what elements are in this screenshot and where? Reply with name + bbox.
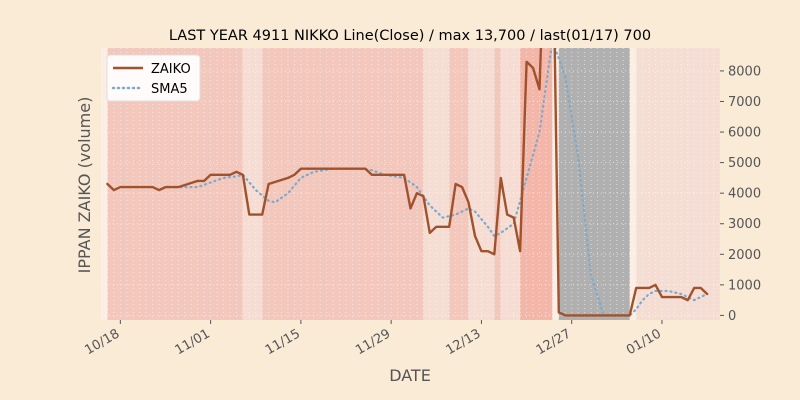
shaded-band-11 <box>649 48 720 320</box>
shaded-band-4 <box>449 48 469 320</box>
plot-area: 0 1000 2000 3000 4000 5000 6000 7000 8000 10/18 11… <box>82 48 761 358</box>
y-tick-label: 1000 <box>728 278 761 293</box>
y-tick-label: 0 <box>728 309 736 324</box>
y-tick-label: 3000 <box>728 217 761 232</box>
series-line-zaiko <box>106 48 709 317</box>
legend-box <box>106 54 201 102</box>
legend-label-zaiko: ZAIKO <box>151 62 191 77</box>
x-tick-label: 12/13 <box>443 326 483 358</box>
x-tick-label: 12/27 <box>534 326 574 358</box>
y-tick-label: 7000 <box>728 95 761 110</box>
y-tick-label: 5000 <box>728 156 761 171</box>
y-tick-label: 2000 <box>728 248 761 263</box>
y-tick-label: 6000 <box>728 126 761 141</box>
legend: ZAIKO SMA5 <box>106 54 201 102</box>
series-line-sma5 <box>164 48 709 317</box>
shaded-band-6 <box>494 48 501 320</box>
x-tick-label: 01/10 <box>624 326 664 358</box>
shaded-band-7 <box>500 48 521 320</box>
shaded-band-9 <box>558 48 630 320</box>
shaded-band-1 <box>242 48 263 320</box>
x-tick-label: 11/01 <box>173 326 213 358</box>
legend-label-sma5: SMA5 <box>151 82 188 97</box>
x-axis-label: DATE <box>389 366 431 385</box>
x-tick-label: 10/18 <box>82 326 122 358</box>
chart-title: LAST YEAR 4911 NIKKO Line(Close) / max 1… <box>169 28 651 44</box>
y-axis-label: IPPAN ZAIKO (volume) <box>75 97 94 274</box>
x-tick-label: 11/29 <box>353 326 393 358</box>
y-tick-label: 4000 <box>728 187 761 202</box>
shaded-band-2 <box>262 48 424 320</box>
x-tick-label: 11/15 <box>263 326 303 358</box>
y-tick-label: 8000 <box>728 64 761 79</box>
